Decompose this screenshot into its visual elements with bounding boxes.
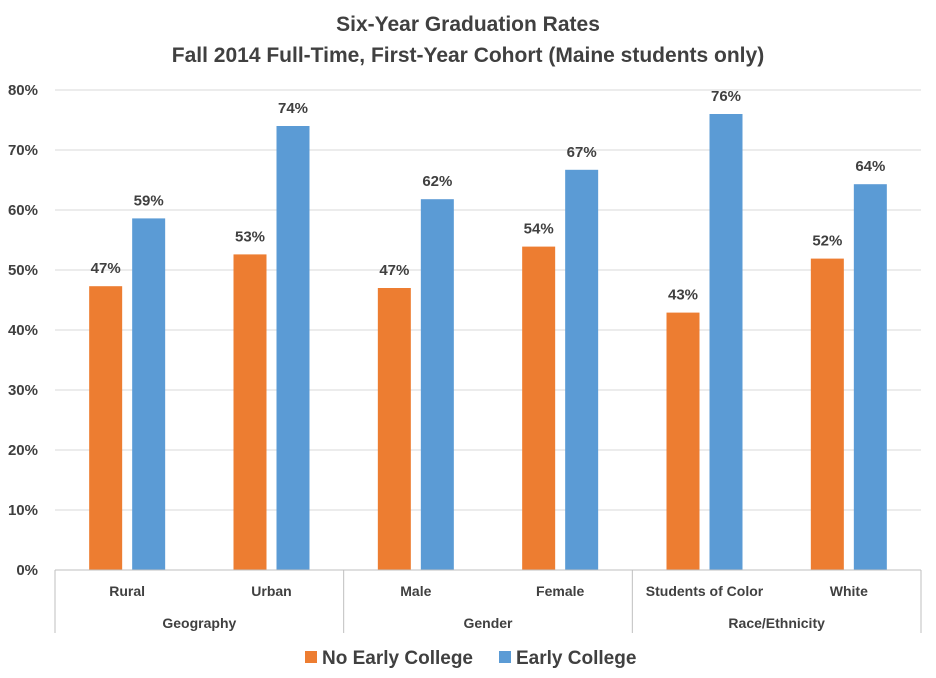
bar — [853, 184, 887, 570]
bar — [89, 286, 123, 570]
bar — [565, 169, 599, 571]
x-group-label: Gender — [463, 615, 513, 631]
bar — [377, 288, 411, 570]
legend-swatch — [499, 651, 511, 663]
bar — [276, 126, 310, 570]
data-label: 47% — [379, 262, 409, 279]
y-tick-label: 30% — [8, 382, 38, 399]
bar — [132, 218, 166, 570]
legend: No Early College Early College — [305, 648, 636, 669]
x-tick-label: Urban — [251, 583, 291, 599]
x-tick-label: Female — [536, 583, 584, 599]
data-label: 53% — [235, 228, 265, 245]
y-tick-label: 10% — [8, 502, 38, 519]
bar — [666, 312, 700, 570]
x-tick-label: Male — [400, 583, 431, 599]
data-label: 64% — [855, 158, 885, 175]
y-tick-label: 60% — [8, 202, 38, 219]
data-labels: 47% 53% 47% 54% 43% 52% 59% 74% 62% 67% 76% 64% — [91, 88, 886, 304]
y-tick-label: 70% — [8, 142, 38, 159]
chart-subtitle: Fall 2014 Full-Time, First-Year Cohort (… — [172, 44, 764, 67]
data-label: 47% — [91, 260, 121, 277]
x-group-label: Geography — [162, 615, 236, 631]
chart-title: Six-Year Graduation Rates — [336, 13, 600, 36]
bar — [709, 114, 743, 570]
legend-label: No Early College — [322, 648, 473, 669]
x-tick-label: Students of Color — [646, 583, 764, 599]
legend-label: Early College — [516, 648, 636, 669]
x-tick-label: White — [830, 583, 868, 599]
data-label: 54% — [524, 221, 554, 238]
data-label: 43% — [668, 287, 698, 304]
data-label: 62% — [422, 173, 452, 190]
x-group-label: Race/Ethnicity — [728, 615, 825, 631]
legend-swatch — [305, 651, 317, 663]
data-label: 76% — [711, 88, 741, 105]
gridlines — [55, 89, 921, 571]
bar — [810, 258, 844, 570]
y-tick-label: 40% — [8, 322, 38, 339]
y-tick-label: 0% — [16, 562, 38, 579]
y-tick-label: 80% — [8, 82, 38, 99]
y-tick-label: 50% — [8, 262, 38, 279]
data-label: 67% — [567, 144, 597, 161]
y-axis: 0% 10% 20% 30% 40% 50% 60% 70% 80% — [8, 82, 38, 579]
bar — [233, 254, 267, 570]
bar — [420, 199, 454, 570]
bars — [89, 114, 887, 571]
y-tick-label: 20% — [8, 442, 38, 459]
data-label: 59% — [134, 192, 164, 209]
bar — [522, 246, 556, 570]
x-tick-label: Rural — [109, 583, 145, 599]
data-label: 52% — [812, 233, 842, 250]
x-axis: Rural Urban Male Female Students of Color Whi… — [54, 569, 922, 633]
data-label: 74% — [278, 100, 308, 117]
